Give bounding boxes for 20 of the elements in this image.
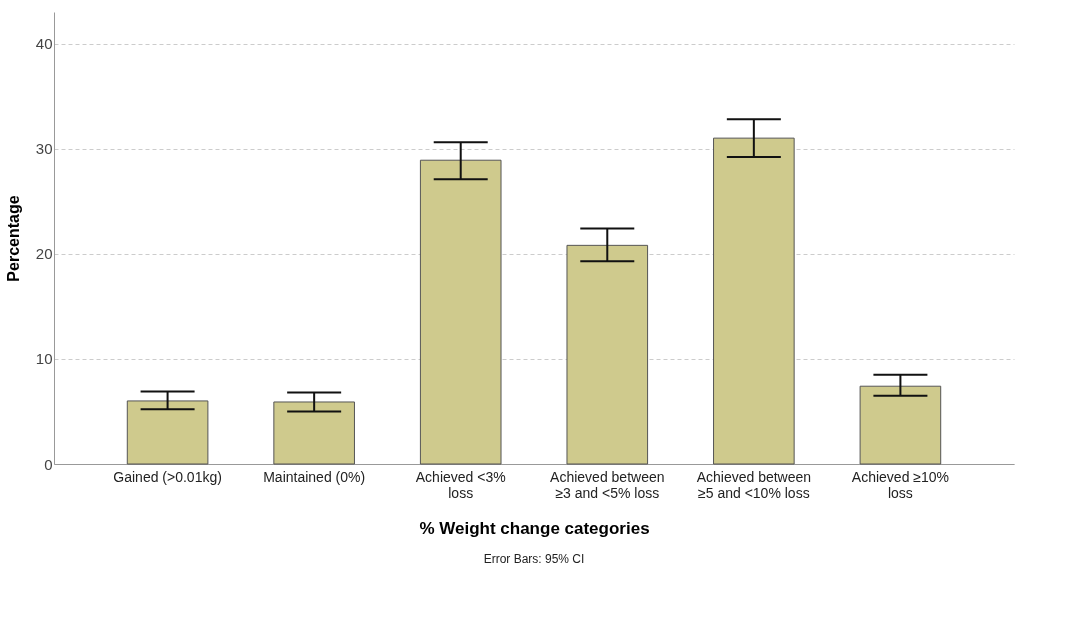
y-tick-label: 0 — [44, 455, 53, 473]
y-tick-label: 20 — [35, 245, 53, 263]
x-tick-label: Achieved <3% loss — [415, 468, 506, 501]
x-tick-label: Achieved between ≥3 and <5% loss — [550, 468, 665, 501]
bar — [273, 401, 355, 465]
y-axis-title: Percentage — [4, 195, 22, 282]
bar — [713, 137, 795, 465]
y-tick-label: 40 — [35, 35, 53, 53]
bar — [126, 400, 209, 465]
x-tick-label: Achieved ≥10% loss — [851, 468, 950, 501]
y-tick-label: 10 — [35, 350, 53, 368]
text: Error Bars: 95% CI — [483, 552, 585, 566]
x-tick-label: Maintained (0%) — [263, 468, 366, 485]
bar — [566, 244, 649, 465]
bar — [419, 159, 502, 465]
x-axis-title: % Weight change categories — [419, 518, 650, 538]
x-tick-label: Achieved between ≥5 and <10% loss — [696, 468, 812, 501]
x-tick-label: Gained (>0.01kg) — [113, 468, 222, 485]
bar — [859, 385, 942, 465]
y-tick-label: 30 — [35, 140, 53, 158]
